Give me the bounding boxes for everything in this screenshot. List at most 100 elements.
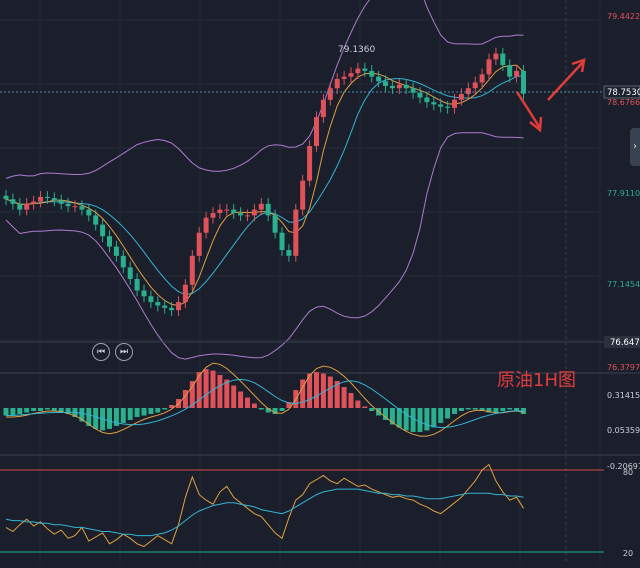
side-collapse-button[interactable]: ›: [630, 128, 640, 166]
macd-bar: [38, 408, 43, 411]
candle-body: [182, 284, 188, 303]
macd-bar: [44, 408, 50, 410]
macd-bar: [231, 385, 237, 408]
macd-bar: [472, 408, 478, 410]
candle-body: [327, 88, 333, 100]
candle-body: [521, 70, 526, 94]
candle-body: [265, 203, 271, 216]
candle-body: [127, 267, 133, 279]
macd-bar: [445, 408, 451, 419]
macd-bar: [272, 408, 278, 414]
candle-body: [479, 74, 485, 83]
macd-bar: [141, 408, 147, 416]
candle-body: [348, 73, 354, 77]
candle-body: [72, 206, 78, 208]
candle-body: [134, 278, 140, 291]
macd-bar: [93, 408, 99, 429]
up-arrow-head: [571, 58, 586, 73]
down-arrow-head: [529, 116, 543, 133]
candle-body: [493, 53, 499, 60]
candle-body: [79, 206, 85, 210]
candle-body: [320, 99, 326, 118]
price-tick-label: 77.1454: [607, 280, 640, 289]
prev-icon[interactable]: ⏮: [92, 343, 110, 361]
candle-body: [362, 68, 368, 71]
macd-bar: [196, 372, 202, 408]
candle-body: [217, 209, 223, 214]
candle-body: [245, 215, 250, 217]
macd-bar: [182, 390, 188, 408]
macd-bar: [279, 408, 285, 411]
macd-bar: [417, 408, 423, 432]
candle-body: [24, 203, 30, 210]
macd-bar: [314, 372, 319, 408]
macd-bar: [224, 379, 230, 408]
candle-body: [3, 195, 9, 200]
macd-bar: [500, 408, 506, 411]
candle-body: [424, 97, 430, 103]
candle-body: [334, 78, 340, 89]
macd-dea-line: [6, 378, 524, 429]
rsi-slow-line: [5, 488, 524, 537]
candle-body: [169, 307, 175, 311]
macd-bar: [155, 408, 161, 413]
candle-body: [93, 215, 99, 225]
price-tick-label: 78.6766: [607, 98, 640, 107]
macd-bar: [24, 408, 30, 413]
candle-body: [272, 215, 278, 233]
candle-body: [389, 85, 395, 89]
macd-bar: [17, 408, 23, 414]
candle-body: [38, 196, 43, 202]
candle-body: [10, 199, 16, 204]
candle-body: [107, 236, 112, 247]
candle-body: [224, 209, 230, 211]
macd-bar: [31, 408, 37, 411]
candle-body: [258, 203, 264, 210]
macd-bar: [189, 381, 195, 408]
candle-body: [500, 53, 506, 66]
macd-bar: [320, 373, 326, 408]
candle-body: [307, 146, 313, 181]
prev-price-label: 76.6472: [610, 338, 640, 348]
macd-bar: [424, 408, 430, 431]
candle-body: [148, 296, 154, 303]
macd-bar: [251, 403, 257, 408]
macd-bar: [465, 408, 471, 410]
macd-bar: [486, 408, 492, 413]
ma-slow-line: [5, 75, 524, 296]
candle-body: [383, 81, 388, 86]
macd-bar: [148, 408, 154, 414]
bollinger-upper: [5, 0, 524, 179]
candle-body: [86, 209, 92, 216]
candle-body: [431, 102, 437, 105]
macd-bar: [362, 406, 368, 408]
macd-bar: [203, 369, 209, 408]
candle-body: [58, 200, 64, 204]
candle-body: [162, 305, 168, 308]
candle-body: [203, 217, 209, 233]
candle-body: [341, 76, 347, 79]
candle-body: [120, 255, 126, 268]
next-icon[interactable]: ⏭: [115, 343, 133, 361]
candle-body: [141, 290, 147, 297]
macd-bar: [210, 370, 216, 408]
current-price-label: 78.7530: [607, 88, 640, 98]
macd-bar: [452, 408, 457, 414]
macd-bar: [134, 408, 140, 417]
candle-body: [376, 76, 382, 82]
macd-bar: [396, 408, 402, 428]
annotation-text: 原油1H图: [497, 370, 576, 391]
macd-bar: [307, 373, 313, 408]
macd-bar: [107, 408, 112, 429]
rsi-tick-label: 80: [623, 468, 633, 477]
macd-bar: [507, 408, 513, 410]
candle-body: [369, 70, 375, 77]
macd-bar: [327, 376, 333, 408]
candle-body: [286, 250, 292, 256]
macd-bar: [383, 408, 388, 420]
macd-bar: [403, 408, 409, 431]
macd-bar: [334, 381, 340, 408]
down-arrow-line: [515, 91, 542, 129]
